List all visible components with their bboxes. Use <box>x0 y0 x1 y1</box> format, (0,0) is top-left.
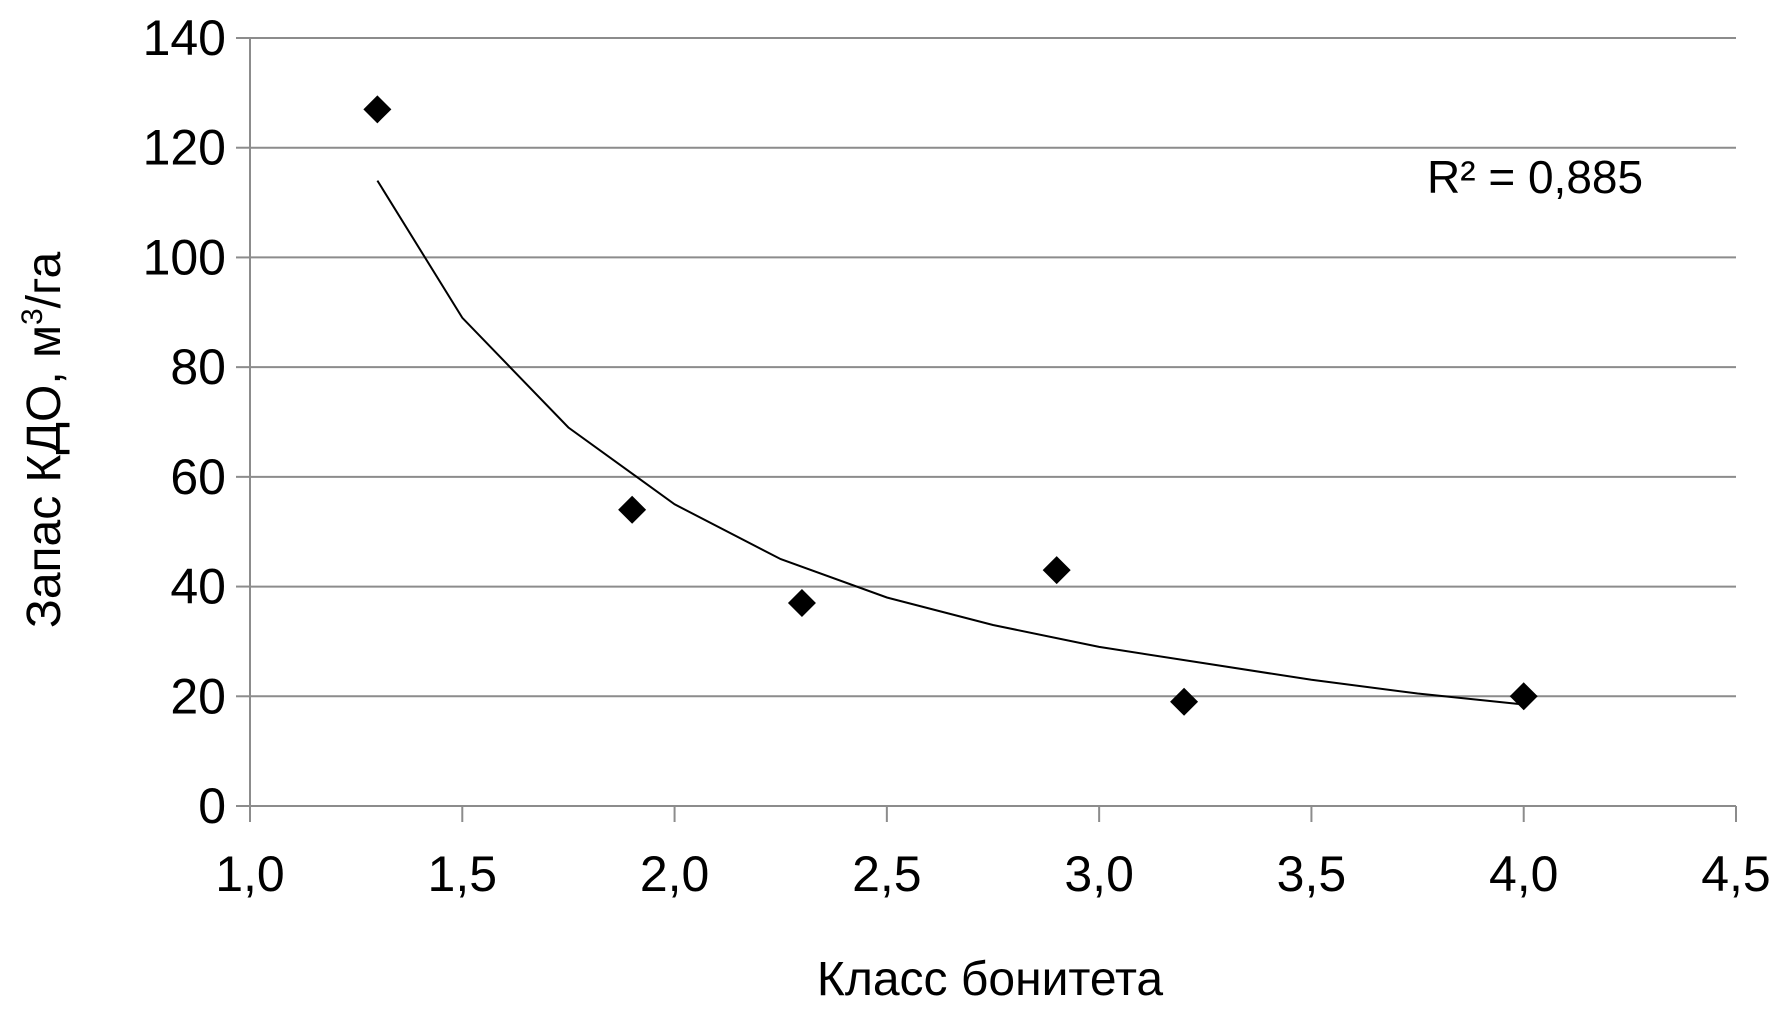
y-tick-label: 0 <box>198 778 226 834</box>
data-point <box>1170 687 1199 716</box>
r-squared-annotation: R² = 0,885 <box>1427 151 1643 203</box>
x-axis-title: Класс бонитета <box>817 953 1164 1006</box>
x-tick-label: 2,5 <box>852 846 922 902</box>
data-point <box>363 95 392 124</box>
y-tick-label: 60 <box>170 449 226 505</box>
x-tick-label: 1,0 <box>215 846 285 902</box>
data-point <box>1509 682 1538 711</box>
data-point <box>618 495 647 524</box>
tick-labels: 0 20 40 60 80 100 120 140 1,0 1,5 2,0 2,5 3,0 3,5 4,0 4… <box>143 10 1771 902</box>
y-axis-title: Запас КДО, м3/га <box>16 252 71 629</box>
x-tick-label: 1,5 <box>428 846 498 902</box>
y-tick-label: 140 <box>143 10 226 66</box>
y-axis-title-main: Запас КДО, м <box>18 325 71 628</box>
y-tick-label: 40 <box>170 559 226 615</box>
y-tick-label: 20 <box>170 668 226 724</box>
x-tick-label: 3,5 <box>1277 846 1347 902</box>
y-axis-title-superscript: 3 <box>16 308 49 325</box>
trendline-path <box>376 180 1524 706</box>
data-points <box>363 95 1538 716</box>
y-tick-label: 100 <box>143 229 226 285</box>
y-tick-label: 80 <box>170 339 226 395</box>
x-tick-label: 2,0 <box>640 846 710 902</box>
gridlines <box>250 37 1736 698</box>
trendline <box>376 180 1524 706</box>
axes <box>236 37 1737 822</box>
x-tick-label: 3,0 <box>1064 846 1134 902</box>
data-point <box>1042 556 1071 585</box>
x-tick-label: 4,0 <box>1489 846 1559 902</box>
x-tick-label: 4,5 <box>1701 846 1771 902</box>
y-tick-label: 120 <box>143 120 226 176</box>
y-axis-title-tail: /га <box>18 252 71 309</box>
data-point <box>787 589 816 618</box>
